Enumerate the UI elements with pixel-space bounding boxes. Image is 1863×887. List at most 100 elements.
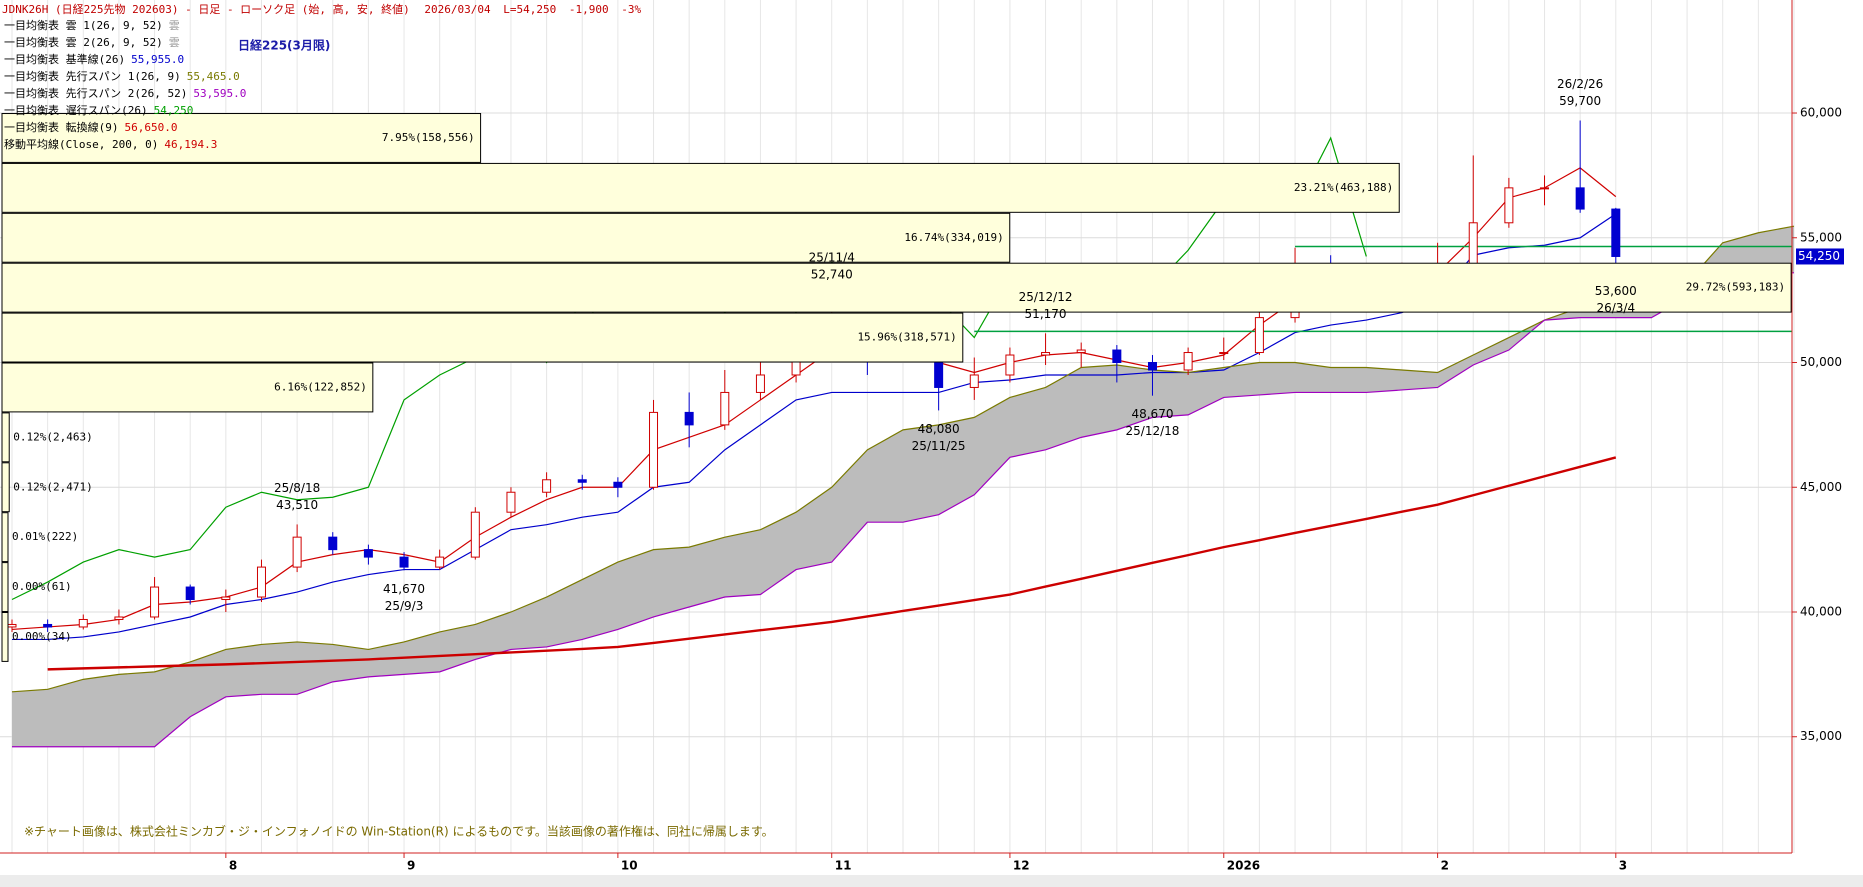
candle-body: [1112, 349, 1122, 364]
legend-value: 46,194.3: [164, 138, 217, 151]
profile-bar: [1, 512, 9, 563]
profile-label: 0.12%(2,463): [13, 430, 92, 443]
annotation-date: 26/3/4: [1596, 301, 1635, 315]
y-tick-label: 35,000: [1800, 729, 1842, 743]
y-tick-label: 50,000: [1800, 355, 1842, 369]
profile-label: 15.96%(318,571): [857, 331, 956, 344]
legend-entry: 一目均衡表 基準線(26) 55,955.0: [4, 52, 184, 66]
candle-body: [1219, 352, 1229, 355]
profile-bar: [1, 162, 1400, 213]
legend-entry: 一目均衡表 先行スパン 1(26, 9) 55,465.0: [4, 69, 240, 83]
profile-bar: [1, 212, 1011, 263]
line-series: [11, 225, 1795, 693]
legend-value: 54,250: [154, 104, 194, 117]
legend-value: 53,595.0: [193, 87, 246, 100]
profile-label: 29.72%(593,183): [1686, 281, 1785, 294]
candle-body: [577, 479, 587, 483]
header-date: 2026/03/04: [424, 3, 491, 16]
annotation-value: 53,600: [1595, 284, 1637, 298]
y-tick-label: 55,000: [1800, 230, 1842, 244]
candle-body: [470, 511, 480, 558]
candle-body: [506, 491, 516, 513]
candle-body: [78, 618, 88, 628]
candle-body: [150, 586, 160, 618]
legend-entry: 一目均衡表 先行スパン 2(26, 52) 53,595.0: [4, 86, 246, 100]
line-series: [12, 213, 1617, 641]
candle-body: [221, 596, 231, 601]
line-series: [47, 456, 1617, 671]
legend-value: 56,650.0: [125, 121, 178, 134]
profile-bar: [1, 362, 374, 413]
candle-body: [256, 566, 266, 598]
legend-name: 一目均衡表 転換線(9): [4, 120, 119, 134]
legend-name: 一目均衡表 先行スパン 1(26, 9): [4, 69, 181, 83]
candle-body: [1041, 352, 1051, 356]
candle-body: [684, 411, 694, 426]
candle-body: [649, 411, 659, 488]
price-tag-label: 54,250: [1798, 249, 1840, 263]
candle-body: [363, 549, 373, 558]
x-tick-label: 2: [1441, 859, 1449, 873]
legend-value: 雲: [169, 36, 180, 49]
profile-label: 0.00%(61): [12, 580, 72, 593]
candle-body: [755, 374, 765, 393]
y-tick-label: 45,000: [1800, 480, 1842, 494]
legend-value: 雲: [169, 19, 180, 32]
y-tick-label: 60,000: [1800, 106, 1842, 120]
profile-bar: [1, 462, 10, 513]
cloud: [12, 226, 1794, 747]
price-tag: [1796, 248, 1844, 265]
x-tick-label: 2026: [1227, 859, 1260, 873]
annotation-date: 25/9/3: [385, 599, 424, 613]
profile-label: 6.16%(122,852): [274, 380, 367, 393]
legend-value: 55,955.0: [131, 53, 184, 66]
header-change: -1,900: [569, 3, 609, 16]
candle-body: [292, 536, 302, 568]
x-tick-label: 3: [1619, 859, 1627, 873]
candle-body: [1183, 352, 1193, 371]
annotation-value: 59,700: [1559, 94, 1601, 108]
profile-label: 0.00%(34): [12, 630, 72, 643]
annotation-value: 41,670: [383, 582, 425, 596]
x-tick-label: 8: [229, 859, 237, 873]
candle-body: [1147, 362, 1157, 371]
legend-name: 一目均衡表 遅行スパン(26): [4, 103, 148, 117]
candle-body: [542, 479, 552, 493]
profile-bar: [1, 412, 10, 463]
legend-name: 移動平均線(Close, 200, 0): [4, 137, 158, 151]
x-tick-label: 12: [1013, 859, 1030, 873]
footer-note: ※チャート画像は、株式会社ミンカブ・ジ・インフォノイドの Win-Station…: [24, 824, 774, 839]
annotation-date: 25/11/25: [912, 439, 966, 453]
legend-name: 一目均衡表 基準線(26): [4, 52, 125, 66]
profile-bar: [1, 312, 964, 363]
profile-bar: [1, 562, 9, 612]
profile-label: 0.12%(2,471): [13, 480, 92, 493]
legend-name: 一目均衡表 雲 1(26, 9, 52): [4, 18, 163, 32]
legend-entry: 一目均衡表 転換線(9) 56,650.0: [4, 120, 177, 134]
header-symbol: JDNK26H (日経225先物 202603) - 日足 - ローソク足 (始…: [2, 2, 410, 16]
annotation-date: 25/12/12: [1019, 290, 1073, 304]
scrollbar[interactable]: [0, 875, 1863, 887]
candle-body: [43, 623, 53, 628]
annotation-value: 43,510: [276, 498, 318, 512]
legend-entry: 一目均衡表 雲 2(26, 9, 52) 雲: [4, 35, 180, 49]
annotation-value: 48,670: [1131, 407, 1173, 421]
y-tick-label: 40,000: [1800, 604, 1842, 618]
candle-body: [613, 481, 623, 488]
candle-body: [328, 536, 338, 551]
candle-body: [435, 556, 445, 568]
candle-body: [1076, 349, 1086, 354]
candle-body: [1540, 187, 1550, 190]
annotation-date: 26/2/26: [1557, 77, 1603, 91]
x-tick-label: 10: [621, 859, 638, 873]
legend-value: 55,465.0: [187, 70, 240, 83]
profile-label: 16.74%(334,019): [904, 231, 1003, 244]
x-tick-label: 11: [835, 859, 852, 873]
x-tick-label: 9: [407, 859, 415, 873]
profile-bar: [1, 262, 1792, 313]
candle-body: [720, 391, 730, 426]
legend-entry: 移動平均線(Close, 200, 0) 46,194.3: [4, 137, 217, 151]
annotation-date: 25/12/18: [1126, 424, 1180, 438]
legend-name: 一目均衡表 雲 2(26, 9, 52): [4, 35, 163, 49]
